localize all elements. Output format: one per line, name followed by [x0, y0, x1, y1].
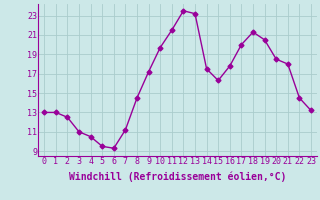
X-axis label: Windchill (Refroidissement éolien,°C): Windchill (Refroidissement éolien,°C): [69, 172, 286, 182]
